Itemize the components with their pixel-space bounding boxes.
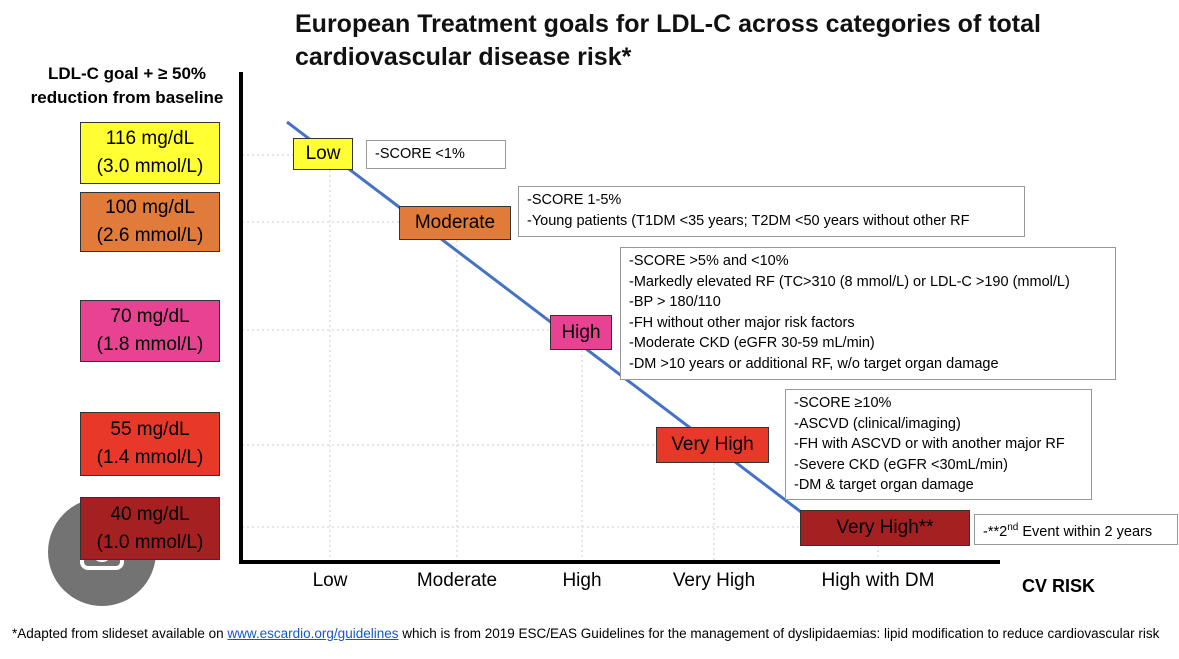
text: which is from 2019 ESC/EAS Guidelines fo…: [398, 626, 1160, 641]
goal-line: 55 mg/dL: [110, 419, 190, 440]
goal-line: (1.0 mmol/L): [96, 531, 204, 553]
goal-box: 55 mg/dL (1.4 mmol/L): [80, 412, 220, 476]
link[interactable]: www.escardio.org/guidelines: [227, 626, 399, 641]
x-category: Moderate: [416, 570, 498, 591]
label-line: reduction from baseline: [30, 88, 224, 107]
goal-box: 40 mg/dL (1.0 mmol/L): [80, 497, 220, 560]
x-category: Very High: [672, 570, 756, 591]
description-line: -SCORE <1%: [375, 146, 465, 162]
goal-line: (2.6 mmol/L): [96, 225, 204, 246]
description-box: -SCORE 1-5% -Young patients (T1DM <35 yea…: [518, 186, 1025, 237]
description-line: -SCORE >5% and <10%: [629, 253, 789, 269]
goal-box: 70 mg/dL (1.8 mmol/L): [80, 300, 220, 362]
footnote: *Adapted from slideset available on www.…: [12, 626, 1159, 641]
description-line: -SCORE 1-5%: [527, 192, 622, 208]
description-line: -BP > 180/110: [629, 294, 721, 310]
description-line: -DM & target organ damage: [794, 477, 974, 493]
goal-line: 40 mg/dL: [110, 503, 190, 525]
goal-line: (3.0 mmol/L): [96, 156, 204, 177]
description-line: -Young patients (T1DM <35 years; T2DM <5…: [527, 212, 970, 229]
description-box: -SCORE <1%: [366, 140, 506, 169]
risk-level: Very High: [656, 427, 769, 463]
description-line: -FH with ASCVD or with another major RF: [794, 436, 1065, 452]
text: *Adapted from slideset available on: [12, 626, 228, 641]
risk-level: Low: [293, 138, 353, 170]
description-line: -FH without other major risk factors: [629, 314, 855, 331]
risk-level: Very High**: [800, 510, 970, 546]
description-line: -Severe CKD (eGFR <30mL/min): [794, 456, 1008, 473]
text: Event within 2 years: [1018, 523, 1153, 540]
x-category: Low: [312, 570, 348, 591]
y-axis-label: LDL-C goal + ≥ 50% reduction from baselin…: [18, 62, 236, 110]
risk-level: High: [550, 315, 612, 350]
description-box: -**2nd Event within 2 years: [974, 514, 1178, 545]
x-category: High with DM: [821, 570, 935, 591]
goal-line: 70 mg/dL: [110, 306, 190, 327]
x-axis-label: CV RISK: [1022, 576, 1096, 596]
description-line: -Markedly elevated RF (TC>310 (8 mmol/L)…: [629, 273, 1070, 290]
text: nd: [1007, 522, 1019, 533]
description-line: -DM >10 years or additional RF, w/o targ…: [629, 355, 999, 372]
description-box: -SCORE ≥10% -ASCVD (clinical/imaging) -FH …: [785, 389, 1092, 500]
goal-line: 100 mg/dL: [105, 197, 195, 218]
title: European Treatment goals for LDL-C acros…: [295, 10, 1041, 71]
goal-box: 100 mg/dL (2.6 mmol/L): [80, 192, 220, 252]
x-category: High: [562, 570, 602, 591]
description-line: -SCORE ≥10%: [794, 395, 892, 411]
goal-box: 116 mg/dL (3.0 mmol/L): [80, 122, 220, 184]
text: -**2: [983, 523, 1008, 540]
description-line: -Moderate CKD (eGFR 30-59 mL/min): [629, 335, 875, 351]
description-line: -ASCVD (clinical/imaging): [794, 415, 961, 432]
goal-line: (1.8 mmol/L): [96, 334, 204, 355]
goal-line: 116 mg/dL: [105, 128, 195, 149]
goal-line: (1.4 mmol/L): [96, 447, 204, 468]
description-box: -SCORE >5% and <10% -Markedly elevated RF…: [620, 247, 1116, 380]
label-line: LDL-C goal + ≥ 50%: [47, 64, 207, 83]
risk-level: Moderate: [399, 206, 511, 240]
